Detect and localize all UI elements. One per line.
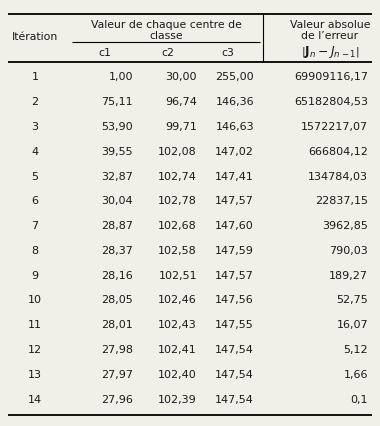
Text: 53,90: 53,90 — [101, 122, 133, 132]
Text: 39,55: 39,55 — [101, 147, 133, 157]
Text: c1: c1 — [98, 48, 111, 58]
Text: 99,71: 99,71 — [165, 122, 197, 132]
Text: 102,08: 102,08 — [158, 147, 197, 157]
Text: 147,54: 147,54 — [215, 394, 254, 405]
Text: 6: 6 — [32, 196, 38, 206]
Text: 147,59: 147,59 — [215, 246, 254, 256]
Text: 9: 9 — [32, 271, 38, 281]
Text: Valeur de chaque centre de: Valeur de chaque centre de — [91, 20, 242, 30]
Text: de l’erreur: de l’erreur — [301, 31, 359, 41]
Text: 75,11: 75,11 — [101, 97, 133, 107]
Text: 147,57: 147,57 — [215, 196, 254, 206]
Text: 13: 13 — [28, 370, 42, 380]
Text: 27,97: 27,97 — [101, 370, 133, 380]
Text: 146,63: 146,63 — [215, 122, 254, 132]
Text: 102,46: 102,46 — [158, 296, 197, 305]
Text: 2: 2 — [32, 97, 38, 107]
Text: 102,58: 102,58 — [158, 246, 197, 256]
Text: 147,56: 147,56 — [215, 296, 254, 305]
Text: 102,43: 102,43 — [158, 320, 197, 330]
Text: 28,05: 28,05 — [101, 296, 133, 305]
Text: 14: 14 — [28, 394, 42, 405]
Text: 3: 3 — [32, 122, 38, 132]
Text: $\left|\mathbf{J}_{n} - \mathit{J}_{n-1}\right|$: $\left|\mathbf{J}_{n} - \mathit{J}_{n-1}… — [301, 44, 359, 60]
Text: 5,12: 5,12 — [344, 345, 368, 355]
Text: 32,87: 32,87 — [101, 172, 133, 181]
Text: 22837,15: 22837,15 — [315, 196, 368, 206]
Text: 790,03: 790,03 — [329, 246, 368, 256]
Text: 255,00: 255,00 — [215, 72, 254, 82]
Text: 28,37: 28,37 — [101, 246, 133, 256]
Text: 102,78: 102,78 — [158, 196, 197, 206]
Text: 28,01: 28,01 — [101, 320, 133, 330]
Text: 189,27: 189,27 — [329, 271, 368, 281]
Text: 1: 1 — [32, 72, 38, 82]
Text: 5: 5 — [32, 172, 38, 181]
Text: 1,66: 1,66 — [344, 370, 368, 380]
Text: 147,55: 147,55 — [215, 320, 254, 330]
Text: 147,02: 147,02 — [215, 147, 254, 157]
Text: Itération: Itération — [12, 32, 58, 42]
Text: 147,41: 147,41 — [215, 172, 254, 181]
Text: 69909116,17: 69909116,17 — [294, 72, 368, 82]
Text: 102,39: 102,39 — [158, 394, 197, 405]
Text: c2: c2 — [162, 48, 174, 58]
Text: c3: c3 — [222, 48, 234, 58]
Text: 134784,03: 134784,03 — [308, 172, 368, 181]
Text: 30,04: 30,04 — [101, 196, 133, 206]
Text: 8: 8 — [32, 246, 38, 256]
Text: 96,74: 96,74 — [165, 97, 197, 107]
Text: 27,96: 27,96 — [101, 394, 133, 405]
Text: 1572217,07: 1572217,07 — [301, 122, 368, 132]
Text: 11: 11 — [28, 320, 42, 330]
Text: 30,00: 30,00 — [166, 72, 197, 82]
Text: 147,60: 147,60 — [215, 221, 254, 231]
Text: 12: 12 — [28, 345, 42, 355]
Text: 102,40: 102,40 — [158, 370, 197, 380]
Text: 16,07: 16,07 — [336, 320, 368, 330]
Text: 4: 4 — [32, 147, 38, 157]
Text: 65182804,53: 65182804,53 — [294, 97, 368, 107]
Text: Valeur absolue: Valeur absolue — [290, 20, 370, 30]
Text: 28,16: 28,16 — [101, 271, 133, 281]
Text: 666804,12: 666804,12 — [308, 147, 368, 157]
Text: 146,36: 146,36 — [215, 97, 254, 107]
Text: 7: 7 — [32, 221, 38, 231]
Text: 147,57: 147,57 — [215, 271, 254, 281]
Text: 0,1: 0,1 — [350, 394, 368, 405]
Text: 102,41: 102,41 — [158, 345, 197, 355]
Text: 102,68: 102,68 — [158, 221, 197, 231]
Text: 28,87: 28,87 — [101, 221, 133, 231]
Text: 3962,85: 3962,85 — [322, 221, 368, 231]
Text: 147,54: 147,54 — [215, 370, 254, 380]
Text: classe: classe — [150, 31, 183, 41]
Text: 102,74: 102,74 — [158, 172, 197, 181]
Text: 147,54: 147,54 — [215, 345, 254, 355]
Text: 1,00: 1,00 — [109, 72, 133, 82]
Text: 27,98: 27,98 — [101, 345, 133, 355]
Text: 10: 10 — [28, 296, 42, 305]
Text: 102,51: 102,51 — [158, 271, 197, 281]
Text: 52,75: 52,75 — [336, 296, 368, 305]
